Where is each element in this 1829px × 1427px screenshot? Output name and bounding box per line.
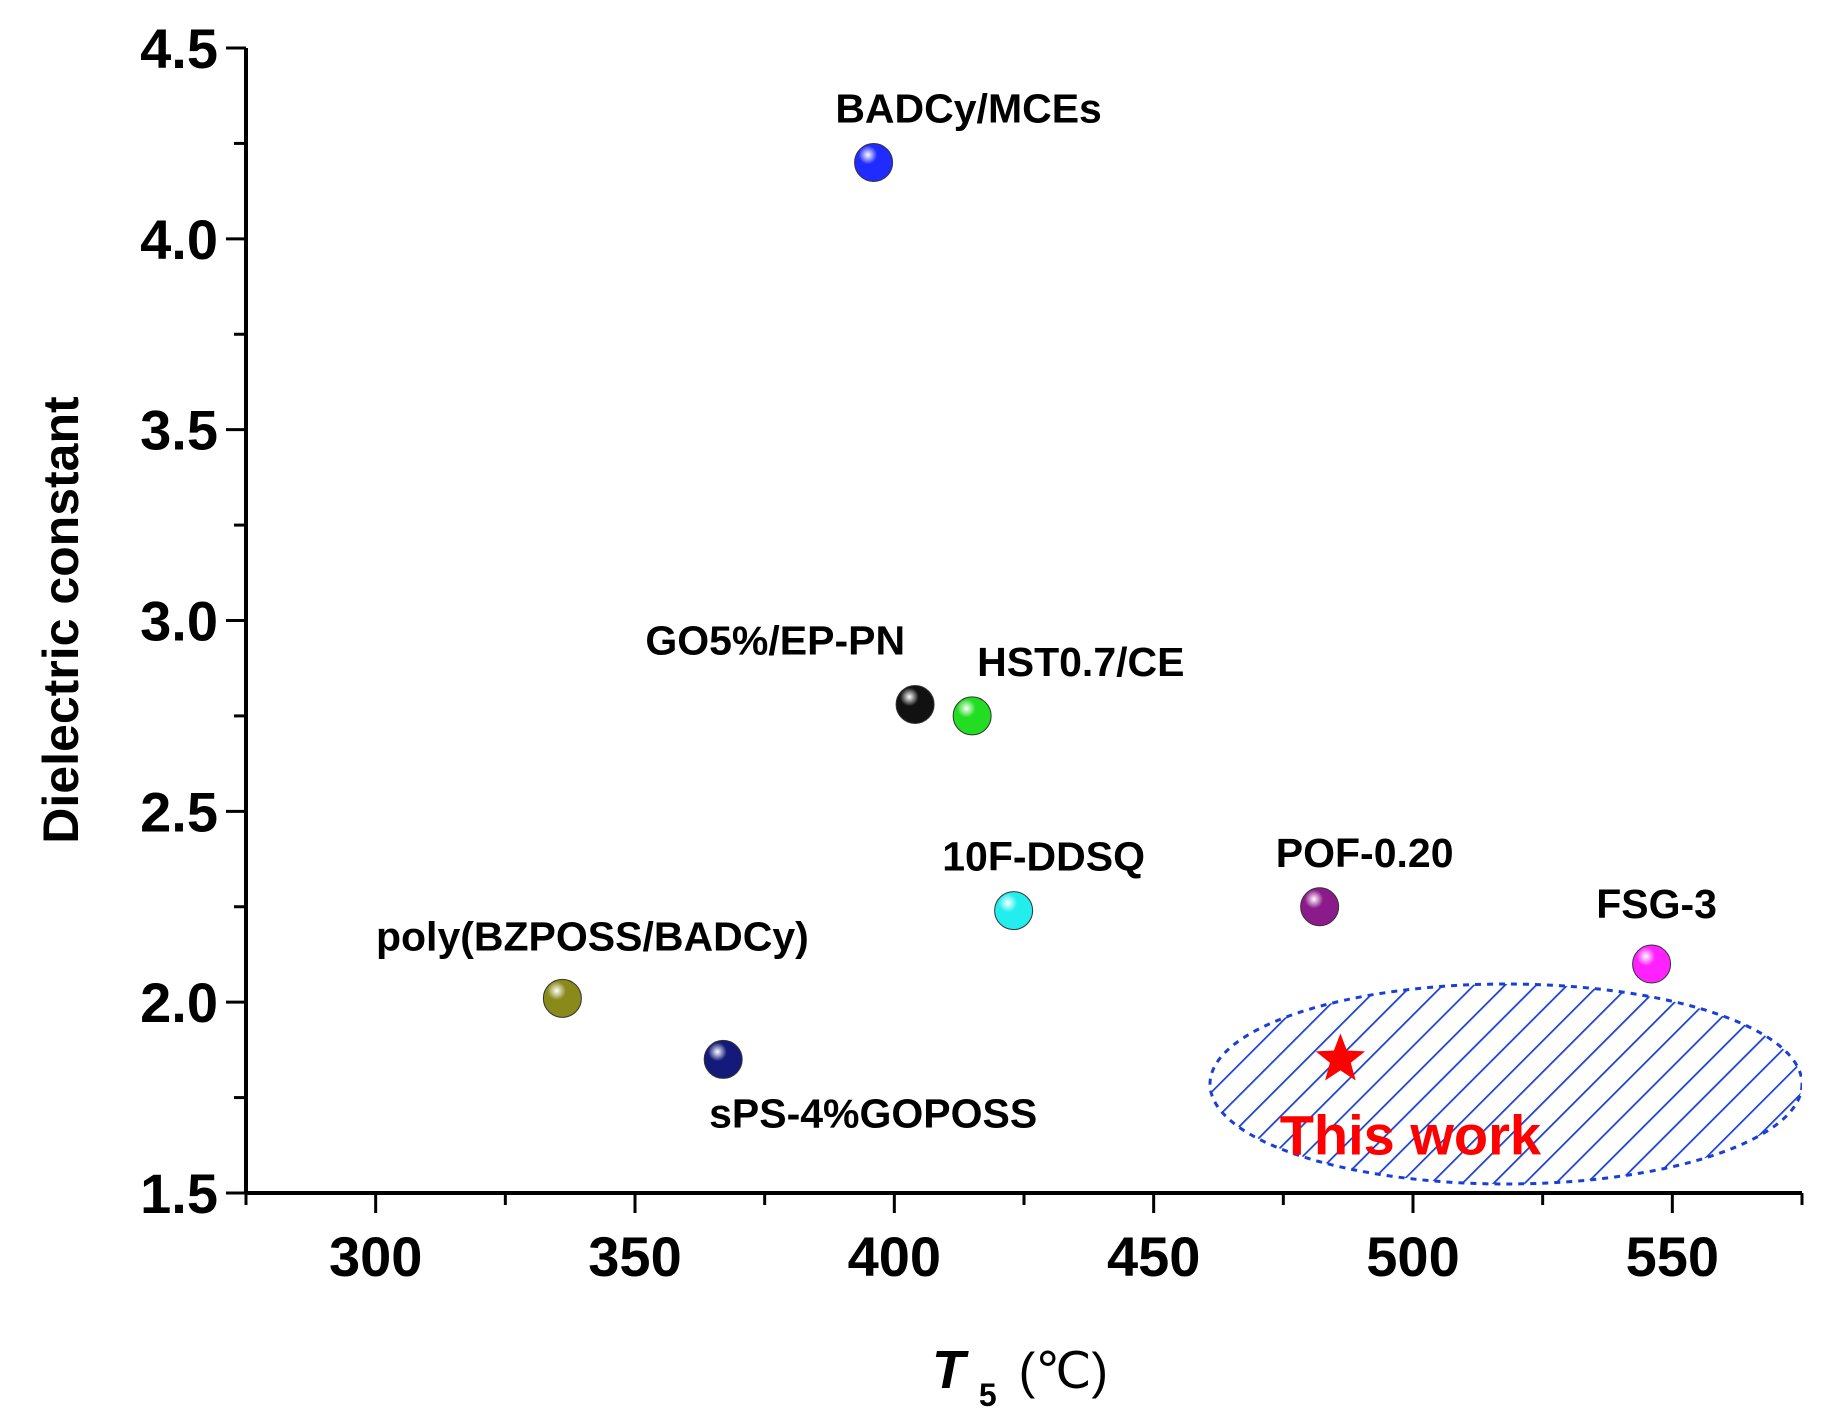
x-tick-label: 450 [1107, 1225, 1200, 1288]
data-point [994, 891, 1034, 931]
data-point-label: poly(BZPOSS/BADCy) [376, 913, 809, 959]
data-point [1632, 944, 1672, 984]
data-point [1300, 887, 1340, 927]
highlight-star-marker [1315, 1033, 1366, 1081]
x-tick-label: 300 [329, 1225, 422, 1288]
data-point [542, 978, 582, 1018]
x-axis-title: T 5 (℃) [932, 1340, 1108, 1417]
highlight-ellipse [1208, 982, 1802, 1186]
x-tick-label: 400 [848, 1225, 941, 1288]
y-tick-label: 2.0 [140, 971, 218, 1034]
x-tick-label: 500 [1366, 1225, 1459, 1288]
data-point-label: 10F-DDSQ [942, 834, 1145, 880]
data-point [703, 1039, 743, 1079]
y-tick-label: 4.5 [140, 17, 218, 80]
data-point [952, 696, 992, 736]
highlight-label: This work [1280, 1103, 1542, 1166]
data-points: BADCy/MCEs GO5%/EP-PN HST0.7/CE 10F-DDSQ POF… [376, 86, 1717, 1167]
data-point-label: HST0.7/CE [977, 639, 1184, 685]
y-tick-label: 1.5 [140, 1162, 218, 1225]
y-tick-label: 3.0 [140, 590, 218, 653]
x-tick-label: 550 [1626, 1225, 1719, 1288]
data-point-label: GO5%/EP-PN [645, 617, 905, 663]
x-axis-title-main: T [932, 1340, 969, 1400]
y-tick-label: 4.0 [140, 208, 218, 271]
x-axis-title-unit: (℃) [1019, 1343, 1108, 1399]
x-tick-label: 350 [588, 1225, 681, 1288]
data-point [854, 143, 894, 182]
data-point-label: FSG-3 [1596, 881, 1717, 927]
y-tick-label: 3.5 [140, 399, 218, 462]
x-axis-title-sub: 5 [979, 1377, 997, 1413]
axes: 300 350 400 450 500 550 1.5 2.0 2.5 3.0 3.5 4.0 4.5 [140, 17, 1804, 1288]
highlight-region [1208, 982, 1802, 1186]
y-axis-title: Dielectric constant [33, 396, 89, 844]
data-point-label: BADCy/MCEs [835, 86, 1102, 132]
data-point-label: POF-0.20 [1276, 830, 1454, 876]
data-point [895, 684, 935, 724]
data-point-label: sPS-4%GOPOSS [709, 1090, 1037, 1136]
y-tick-label: 2.5 [140, 780, 218, 843]
